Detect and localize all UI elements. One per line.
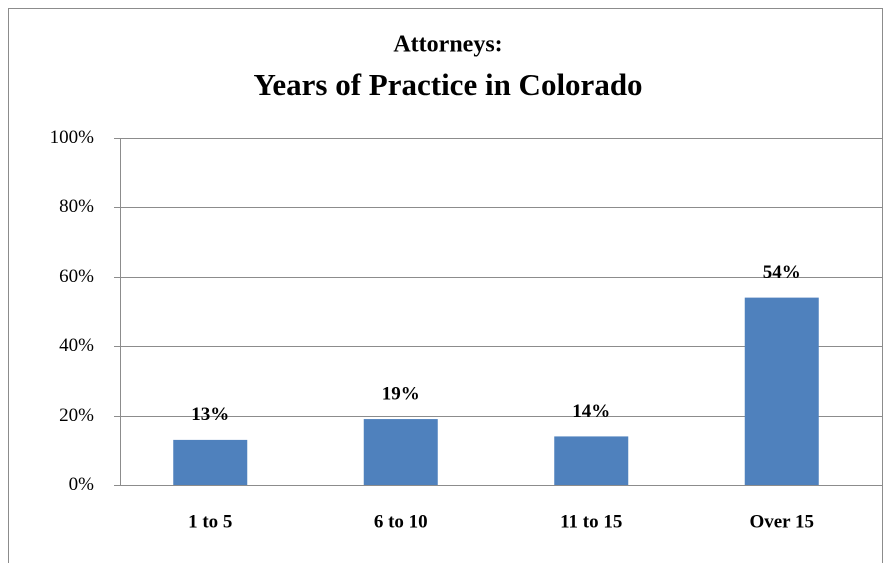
bar xyxy=(363,419,438,485)
x-tick-label: Over 15 xyxy=(749,511,814,532)
y-tick-label: 80% xyxy=(59,196,94,217)
y-tick-label: 20% xyxy=(59,405,94,426)
y-tick-label: 40% xyxy=(59,335,94,356)
data-label: 19% xyxy=(382,383,420,404)
data-label: 54% xyxy=(763,262,801,283)
chart-title: Years of Practice in Colorado xyxy=(253,67,642,102)
chart-title: Attorneys: xyxy=(393,32,502,58)
chart-border xyxy=(8,8,883,563)
bar xyxy=(554,436,629,485)
bar xyxy=(173,439,248,485)
x-tick-label: 11 to 15 xyxy=(560,511,622,532)
bar xyxy=(744,297,819,485)
x-tick-label: 6 to 10 xyxy=(374,511,428,532)
data-label: 14% xyxy=(572,401,610,422)
data-label: 13% xyxy=(191,404,229,425)
x-tick-label: 1 to 5 xyxy=(188,511,232,532)
y-tick-label: 100% xyxy=(50,127,95,148)
y-tick-label: 0% xyxy=(69,474,95,495)
y-tick-label: 60% xyxy=(59,266,94,287)
